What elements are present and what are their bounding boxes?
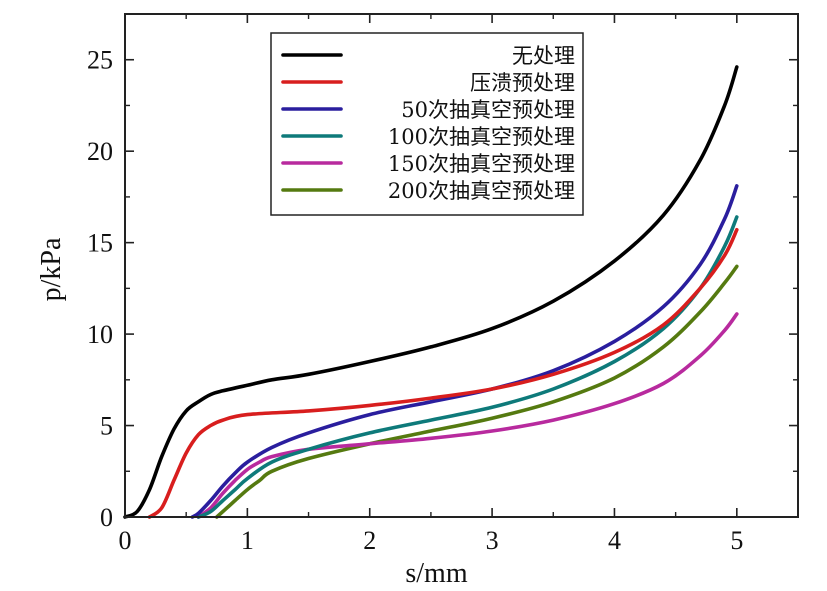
x-tick-label: 0 <box>119 526 132 555</box>
legend-label: 100次抽真空预处理 <box>388 125 575 149</box>
series-line <box>196 215 739 519</box>
legend-label: 200次抽真空预处理 <box>388 179 575 203</box>
legend-label: 150次抽真空预处理 <box>388 152 575 176</box>
y-tick-label: 15 <box>87 229 113 258</box>
x-tick-label: 1 <box>241 526 254 555</box>
series-line <box>147 228 739 519</box>
series-line <box>190 184 739 519</box>
y-axis-label: p/kPa <box>36 237 67 301</box>
series-layer <box>123 65 739 519</box>
legend-label: 50次抽真空预处理 <box>401 98 575 122</box>
legend-label: 压溃预处理 <box>470 71 575 95</box>
y-tick-label: 5 <box>100 412 113 441</box>
y-tick-label: 20 <box>87 137 113 166</box>
plot-frame <box>124 13 799 518</box>
y-tick-label: 10 <box>87 320 113 349</box>
series-line <box>196 312 739 519</box>
x-tick-label: 5 <box>730 526 743 555</box>
ticks-layer: 0 1 2 3 4 5 0 5 10 15 20 25 <box>87 14 798 555</box>
x-tick-label: 2 <box>363 526 376 555</box>
y-tick-label: 25 <box>87 46 113 75</box>
x-tick-label: 4 <box>608 526 621 555</box>
x-tick-label: 3 <box>486 526 499 555</box>
legend-box <box>270 32 584 216</box>
x-axis-label: s/mm <box>405 558 467 589</box>
legend-label: 无处理 <box>512 44 575 68</box>
y-tick-label: 0 <box>100 503 113 532</box>
series-line <box>215 264 739 519</box>
series-line <box>123 65 739 519</box>
